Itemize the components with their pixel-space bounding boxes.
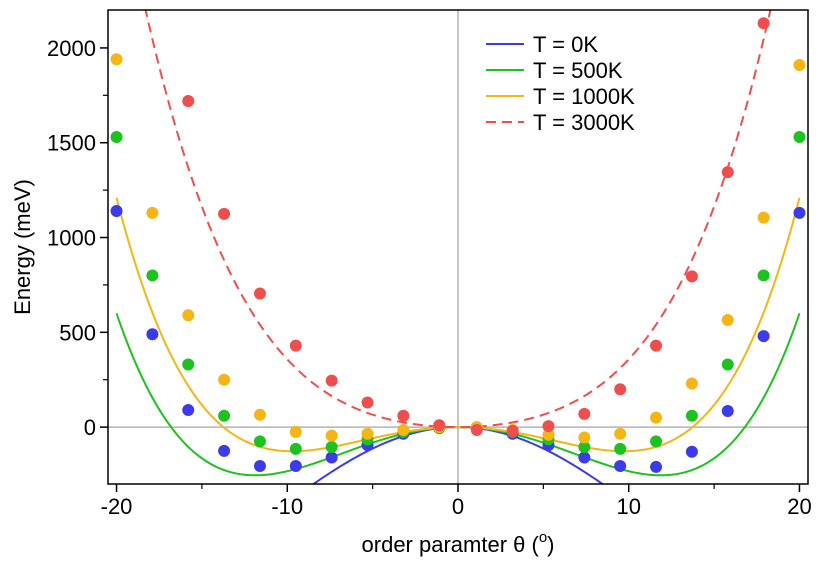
data-point	[650, 411, 663, 424]
x-tick-label: -10	[271, 494, 303, 519]
data-point	[614, 383, 627, 396]
data-point	[253, 435, 266, 448]
data-point	[325, 451, 338, 464]
legend-label: T = 0K	[533, 32, 598, 57]
x-tick-label: -20	[101, 494, 133, 519]
data-point	[721, 313, 734, 326]
data-point	[253, 408, 266, 421]
data-point	[218, 409, 231, 422]
x-axis-label-close: )	[547, 532, 554, 557]
data-point	[650, 339, 663, 352]
data-point	[325, 374, 338, 387]
data-point	[110, 53, 123, 66]
data-point	[578, 407, 591, 420]
data-point	[289, 459, 302, 472]
data-point	[470, 423, 483, 436]
data-point	[146, 269, 159, 282]
x-axis-label: order paramter θ (o)	[362, 529, 555, 557]
data-point	[146, 206, 159, 219]
data-point	[542, 420, 555, 433]
data-point	[650, 460, 663, 473]
data-point	[793, 58, 806, 71]
data-point	[182, 358, 195, 371]
data-point	[182, 309, 195, 322]
data-points	[110, 17, 806, 473]
x-tick-label: 20	[787, 494, 811, 519]
data-point	[182, 95, 195, 108]
data-point	[578, 441, 591, 454]
data-point	[685, 377, 698, 390]
data-point	[146, 328, 159, 341]
reference-lines	[108, 10, 808, 484]
data-point	[793, 206, 806, 219]
fit-curves	[115, 10, 801, 484]
data-point	[614, 459, 627, 472]
x-axis-label-unit: o	[539, 529, 547, 546]
data-point	[578, 451, 591, 464]
data-point	[289, 425, 302, 438]
data-point	[289, 339, 302, 352]
data-point	[110, 131, 123, 144]
data-point	[650, 435, 663, 448]
data-point	[793, 131, 806, 144]
y-tick-label: 2000	[47, 36, 96, 61]
data-point	[721, 405, 734, 418]
data-point	[614, 442, 627, 455]
data-point	[397, 409, 410, 422]
legend-label: T = 500K	[533, 58, 623, 83]
data-point	[685, 409, 698, 422]
data-point	[182, 404, 195, 417]
data-point	[218, 444, 231, 457]
data-point	[578, 431, 591, 444]
data-point	[325, 441, 338, 454]
data-point	[757, 17, 770, 30]
data-point	[506, 424, 519, 437]
y-axis-label: Energy (meV)	[10, 179, 35, 315]
data-point	[218, 373, 231, 386]
data-point	[685, 270, 698, 283]
fit-curve	[144, 10, 772, 429]
legend-label: T = 1000K	[533, 84, 635, 109]
data-point	[218, 207, 231, 220]
data-point	[721, 166, 734, 179]
y-tick-label: 500	[59, 320, 96, 345]
data-point	[110, 204, 123, 217]
data-point	[614, 427, 627, 440]
tick-labels: -20 -10 0 10 20 0 500 1000 1500 2000	[47, 36, 812, 519]
data-point	[289, 442, 302, 455]
data-point	[757, 269, 770, 282]
y-tick-label: 1000	[47, 226, 96, 251]
data-point	[757, 330, 770, 343]
x-tick-label: 10	[616, 494, 640, 519]
x-tick-label: 0	[452, 494, 464, 519]
data-point	[325, 429, 338, 442]
data-point	[361, 396, 374, 409]
data-point	[542, 428, 555, 441]
data-point	[757, 211, 770, 224]
data-point	[685, 445, 698, 458]
data-point	[397, 423, 410, 436]
data-point	[361, 427, 374, 440]
data-point	[721, 358, 734, 371]
axis-ticks	[100, 47, 801, 492]
legend-label: T = 3000K	[533, 110, 635, 135]
y-tick-label: 1500	[47, 131, 96, 156]
data-point	[253, 459, 266, 472]
data-point	[433, 419, 446, 432]
y-tick-label: 0	[84, 415, 96, 440]
data-point	[253, 287, 266, 300]
fit-curve	[115, 197, 801, 453]
x-axis-label-main: order paramter θ (	[362, 532, 540, 557]
